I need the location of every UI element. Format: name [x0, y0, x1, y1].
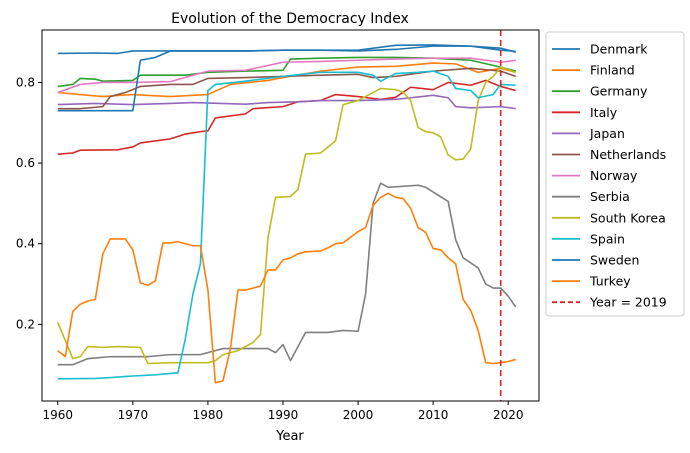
legend-label-japan: Japan — [589, 126, 625, 141]
legend-frame — [545, 31, 685, 317]
plot-frame — [41, 29, 540, 402]
x-tick-label: 2020 — [493, 408, 524, 422]
legend-label-finland: Finland — [590, 63, 635, 78]
x-tick-label: 2010 — [418, 408, 449, 422]
y-axis: 0.2 0.4 0.6 0.8 — [16, 75, 42, 331]
legend-label-year-2019: Year = 2019 — [589, 295, 667, 310]
legend-label-spain: Spain — [590, 231, 625, 246]
legend: Denmark Finland Germany Italy Japan Netherlan… — [545, 31, 685, 317]
series-line-serbia — [57, 182, 517, 366]
series-layer — [57, 30, 517, 401]
y-tick-label: 0.2 — [16, 317, 35, 331]
plot-area — [41, 29, 540, 402]
series-line-spain — [57, 70, 516, 380]
x-tick-label: 1960 — [42, 408, 73, 422]
legend-label-serbia: Serbia — [590, 189, 630, 204]
x-tick-label: 1990 — [268, 408, 299, 422]
legend-label-netherlands: Netherlands — [590, 147, 666, 162]
y-tick-label: 0.6 — [16, 156, 35, 170]
series-line-sweden — [57, 44, 516, 112]
series-line-turkey — [57, 192, 516, 384]
x-axis: 1960 1970 1980 1990 2000 2010 2020 — [42, 401, 523, 422]
series-line-south-korea — [57, 66, 516, 365]
x-tick-label: 1980 — [193, 408, 224, 422]
legend-label-germany: Germany — [590, 84, 648, 99]
legend-label-south-korea: South Korea — [590, 210, 666, 225]
legend-label-denmark: Denmark — [590, 42, 648, 57]
y-tick-label: 0.4 — [16, 237, 35, 251]
x-axis-label: Year — [275, 429, 304, 444]
y-tick-label: 0.8 — [16, 75, 35, 89]
x-tick-label: 2000 — [343, 408, 374, 422]
legend-label-turkey: Turkey — [589, 274, 631, 289]
x-tick-label: 1970 — [118, 408, 149, 422]
legend-label-norway: Norway — [590, 168, 638, 183]
legend-label-italy: Italy — [590, 105, 618, 120]
series-line-finland — [57, 62, 516, 98]
series-line-japan — [57, 94, 516, 110]
legend-label-sweden: Sweden — [590, 253, 639, 268]
series-line-norway — [57, 57, 516, 94]
chart-title: Evolution of the Democracy Index — [171, 11, 409, 27]
series-line-italy — [57, 79, 516, 155]
